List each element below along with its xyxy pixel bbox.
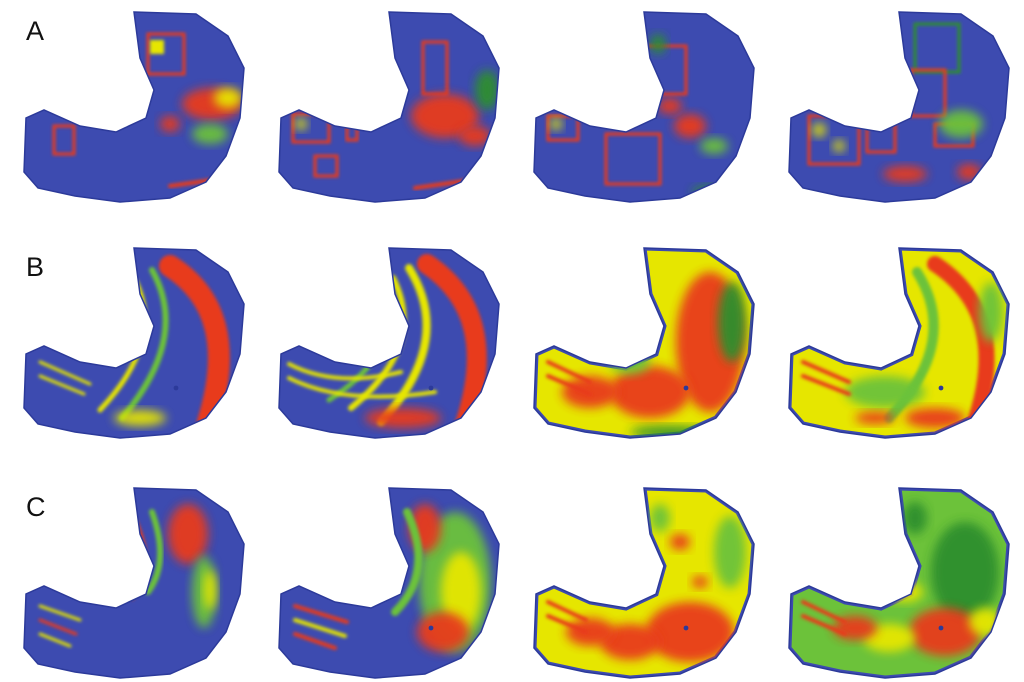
map-b-3 — [533, 247, 755, 439]
panel-c-2 — [275, 482, 507, 682]
map-b-2 — [278, 247, 500, 439]
panel-b-3 — [530, 242, 762, 442]
panel-b-1 — [20, 242, 252, 442]
panel-b-2 — [275, 242, 507, 442]
panel-a-4 — [785, 6, 1017, 206]
panel-a-1 — [20, 6, 252, 206]
row-label-c: C — [26, 492, 46, 522]
map-c-2 — [278, 487, 500, 679]
panel-a-3 — [530, 6, 762, 206]
row-label-a: A — [26, 16, 45, 46]
map-a-2 — [278, 11, 500, 203]
row-label-b: B — [26, 252, 45, 282]
panel-c-3 — [530, 482, 762, 682]
panel-c-1 — [20, 482, 252, 682]
map-a-3 — [533, 11, 755, 203]
map-b-1 — [23, 247, 245, 439]
panel-b-4 — [785, 242, 1017, 442]
map-a-4 — [788, 11, 1010, 203]
map-c-4 — [788, 487, 1010, 679]
map-b-4 — [788, 247, 1010, 439]
map-a-1 — [23, 11, 245, 203]
panel-a-2 — [275, 6, 507, 206]
panel-c-4 — [785, 482, 1017, 682]
map-c-1 — [23, 487, 245, 679]
map-c-3 — [533, 487, 755, 679]
